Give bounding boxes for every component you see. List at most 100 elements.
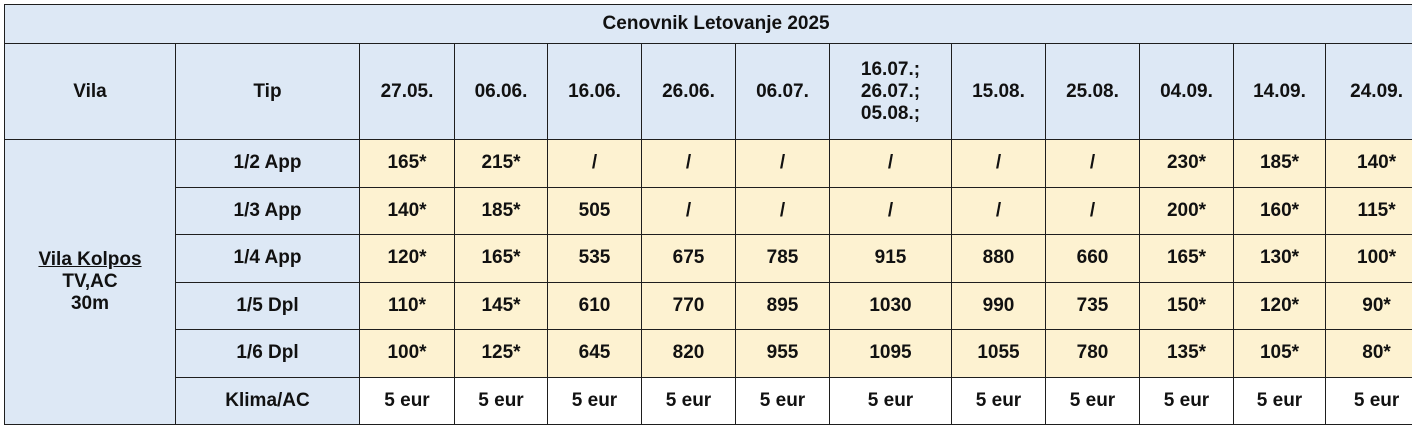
price-cell: 200* (1139, 186, 1234, 235)
price-cell: 880 (951, 234, 1046, 283)
price-cell: 80* (1324, 329, 1412, 378)
price-cell: / (735, 139, 830, 188)
header-date-line: 05.08.; (860, 102, 921, 124)
header-date-line: 06.06. (474, 80, 528, 102)
vila-name[interactable]: Vila Kolpos (38, 249, 142, 270)
price-cell: / (641, 186, 736, 235)
room-type-cell: 1/3 App (175, 186, 360, 235)
price-cell: 140* (1324, 139, 1412, 188)
price-cell: 820 (641, 329, 736, 378)
price-cell: 150* (1139, 281, 1234, 330)
vila-features: TV,AC (62, 271, 118, 292)
price-cell: 90* (1324, 281, 1412, 330)
price-cell: 660 (1045, 234, 1140, 283)
header-date: 25.08. (1045, 43, 1140, 140)
header-date-line: 14.09. (1253, 80, 1306, 102)
table-row: Vila Kolpos TV,AC 30m 1/2 App 165* 215* / / / / / /… (4, 139, 1412, 425)
extra-fee-cell: 5 eur (359, 376, 455, 425)
price-cell: 165* (454, 234, 548, 283)
price-cell: / (829, 139, 952, 188)
price-cell: 110* (359, 281, 455, 330)
header-vila: Vila (4, 43, 176, 140)
price-cell: 100* (359, 329, 455, 378)
price-cell: 675 (641, 234, 736, 283)
header-date-line: 25.08. (1066, 80, 1119, 102)
price-cell: 140* (359, 186, 455, 235)
header-date-line: 06.07. (756, 80, 809, 102)
header-date: 06.06. (454, 43, 548, 140)
price-cell: 130* (1233, 234, 1326, 283)
price-cell: 645 (547, 329, 642, 378)
price-cell: 1095 (829, 329, 952, 378)
vila-cell: Vila Kolpos TV,AC 30m (4, 139, 176, 425)
header-tip: Tip (175, 43, 360, 140)
price-cell: 785 (735, 234, 830, 283)
price-cell: 215* (454, 139, 548, 188)
table-row: Klima/AC 5 eur 5 eur 5 eur 5 eur 5 eur 5 eur 5 … (5, 376, 1412, 425)
price-cell: / (1045, 186, 1140, 235)
price-cell: 100* (1324, 234, 1412, 283)
extra-fee-cell: 5 eur (735, 376, 830, 425)
price-cell: 1030 (829, 281, 952, 330)
price-cell: / (735, 186, 830, 235)
price-cell: / (1045, 139, 1140, 188)
price-cell: 895 (735, 281, 830, 330)
table-row: 1/5 Dpl 110* 145* 610 770 895 1030 990 735 150* 12… (5, 281, 1412, 330)
header-date-line: 27.05. (380, 80, 434, 102)
header-date: 04.09. (1139, 43, 1234, 140)
price-cell: 915 (829, 234, 952, 283)
price-cell: / (951, 139, 1046, 188)
extra-fee-cell: 5 eur (951, 376, 1046, 425)
extra-fee-cell: 5 eur (1324, 376, 1412, 425)
price-cell: 955 (735, 329, 830, 378)
header-date: 16.07.; 26.07.; 05.08.; (829, 43, 952, 140)
extra-fee-cell: 5 eur (547, 376, 642, 425)
price-cell: 535 (547, 234, 642, 283)
price-cell: 505 (547, 186, 642, 235)
header-date-line: 16.07.; (860, 58, 921, 80)
header-date: 14.09. (1233, 43, 1326, 140)
header-date-line: 24.09. (1350, 80, 1403, 102)
price-cell: 165* (1139, 234, 1234, 283)
price-cell: 145* (454, 281, 548, 330)
header-date-line: 04.09. (1160, 80, 1213, 102)
vila-distance: 30m (70, 293, 110, 314)
price-cell: 160* (1233, 186, 1326, 235)
header-date-line: 15.08. (972, 80, 1025, 102)
price-table: Cenovnik Letovanje 2025 Vila Tip 27.05. 0… (3, 4, 1412, 425)
price-cell: 105* (1233, 329, 1326, 378)
price-cell: / (547, 139, 642, 188)
extra-fee-cell: 5 eur (454, 376, 548, 425)
room-type-cell: 1/6 Dpl (175, 329, 360, 378)
extra-fee-cell: 5 eur (1233, 376, 1326, 425)
price-cell: 990 (951, 281, 1046, 330)
extra-fee-cell: 5 eur (641, 376, 736, 425)
table-row: 1/4 App 120* 165* 535 675 785 915 880 660 165* 130… (5, 234, 1412, 283)
header-date: 15.08. (951, 43, 1046, 140)
price-cell: / (829, 186, 952, 235)
room-type-cell: Klima/AC (175, 376, 360, 425)
price-cell: 165* (359, 139, 455, 188)
extra-fee-cell: 5 eur (829, 376, 952, 425)
price-cell: / (951, 186, 1046, 235)
price-cell: 120* (359, 234, 455, 283)
header-date: 06.07. (735, 43, 830, 140)
header-date-line: 26.07.; (860, 80, 921, 102)
price-cell: 780 (1045, 329, 1140, 378)
header-date: 26.06. (641, 43, 736, 140)
title-row: Cenovnik Letovanje 2025 (3, 4, 1412, 44)
price-cell: 770 (641, 281, 736, 330)
room-type-cell: 1/4 App (175, 234, 360, 283)
room-type-cell: 1/2 App (175, 139, 360, 188)
header-row: Vila Tip 27.05. 06.06. 16.06. 26.06. 06.07. 1… (4, 43, 1412, 140)
price-cell: 185* (454, 186, 548, 235)
header-date-line: 16.06. (568, 80, 621, 102)
price-cell: 135* (1139, 329, 1234, 378)
price-cell: / (641, 139, 736, 188)
price-cell: 120* (1233, 281, 1326, 330)
header-date: 16.06. (547, 43, 642, 140)
price-cell: 610 (547, 281, 642, 330)
price-cell: 1055 (951, 329, 1046, 378)
price-cell: 125* (454, 329, 548, 378)
extra-fee-cell: 5 eur (1139, 376, 1234, 425)
